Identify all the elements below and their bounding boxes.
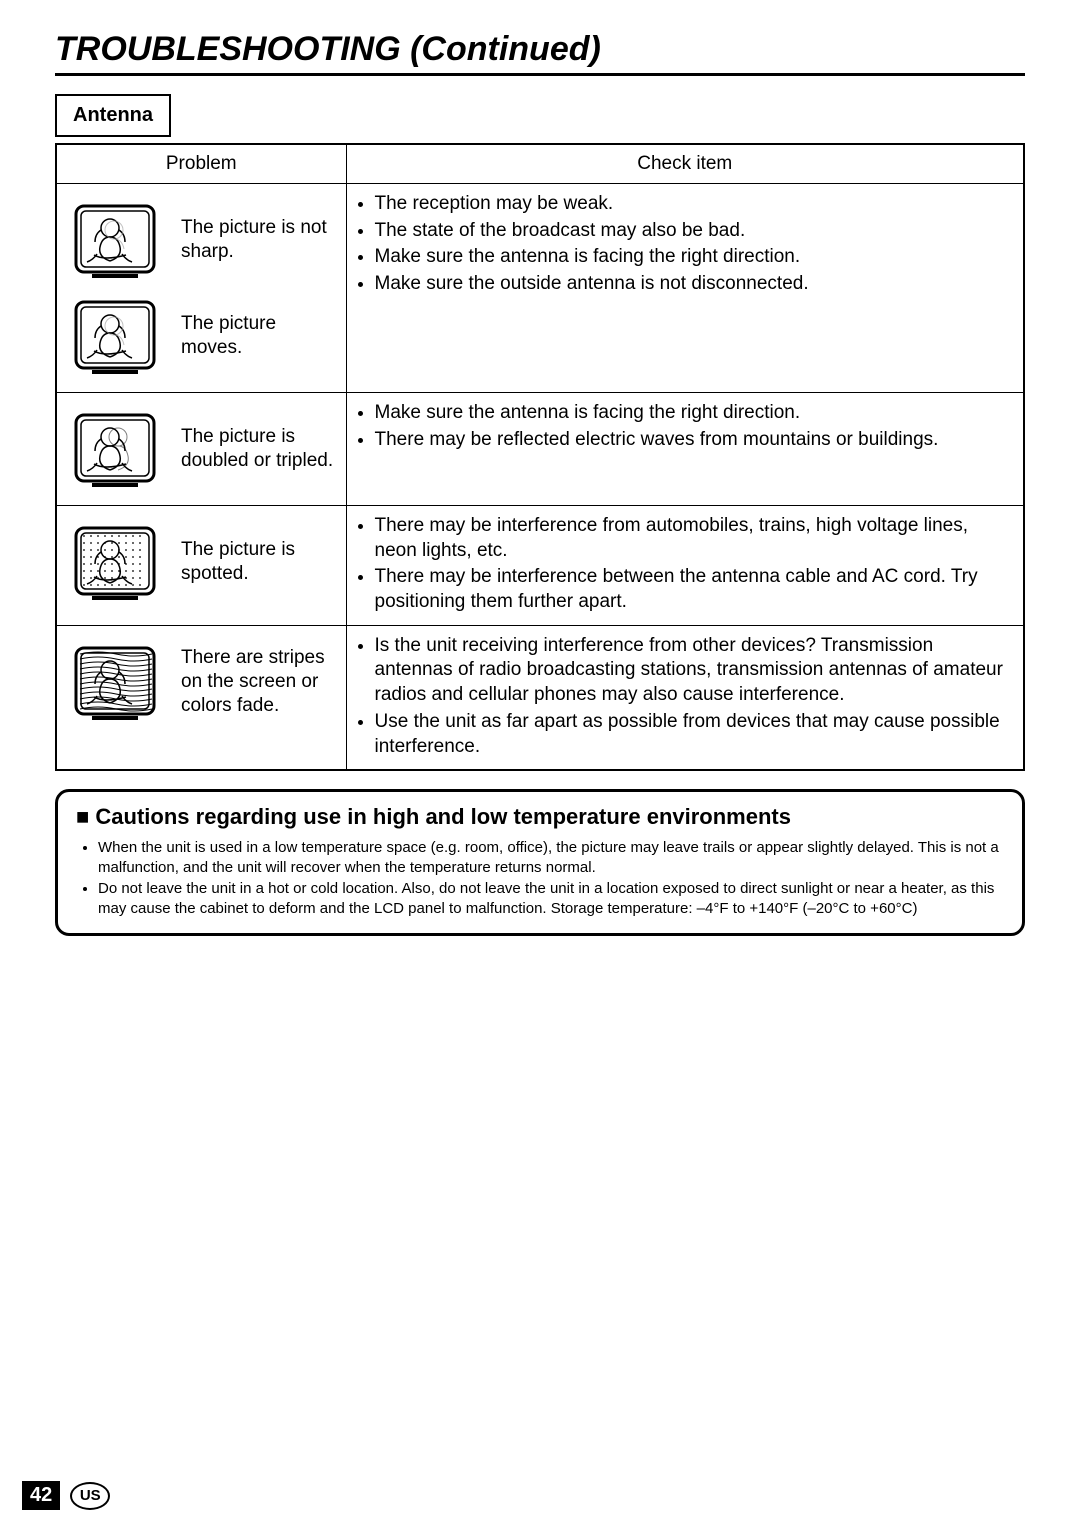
problem-item: The picture is doubled or tripled. <box>67 409 336 489</box>
header-check: Check item <box>346 144 1024 184</box>
problem-item: The picture is not sharp. <box>67 200 336 280</box>
table-row: There are stripes on the screen or color… <box>56 625 1024 770</box>
title-rule <box>55 73 1025 76</box>
check-item: Make sure the antenna is facing the righ… <box>375 245 1012 270</box>
troubleshooting-table: Problem Check item The picture is not sh… <box>55 143 1025 771</box>
header-problem: Problem <box>56 144 346 184</box>
page-title: TROUBLESHOOTING (Continued) <box>55 30 1025 69</box>
problem-text: The picture moves. <box>181 312 336 360</box>
check-item: There may be reflected electric waves fr… <box>375 428 1012 453</box>
check-item: There may be interference from automobil… <box>375 514 1012 563</box>
cautions-title: ■ Cautions regarding use in high and low… <box>76 804 1004 830</box>
problem-cell: The picture is spotted. <box>56 506 346 626</box>
tv-ghost-icon <box>67 409 167 489</box>
bullet-icon: ■ <box>76 804 89 829</box>
problem-cell: The picture is not sharp. The picture mo… <box>56 184 346 393</box>
page-footer: 42 US <box>22 1481 110 1510</box>
cautions-box: ■ Cautions regarding use in high and low… <box>55 789 1025 936</box>
problem-cell: The picture is doubled or tripled. <box>56 393 346 506</box>
check-list: The reception may be weak.The state of t… <box>351 192 1012 297</box>
problem-item: There are stripes on the screen or color… <box>67 642 336 722</box>
problem-item: The picture moves. <box>67 296 336 376</box>
check-item: The state of the broadcast may also be b… <box>375 219 1012 244</box>
check-cell: The reception may be weak.The state of t… <box>346 184 1024 393</box>
problem-text: The picture is doubled or tripled. <box>181 425 336 473</box>
check-cell: Is the unit receiving interference from … <box>346 625 1024 770</box>
cautions-list: When the unit is used in a low temperatu… <box>76 838 1004 919</box>
tv-stripes-icon <box>67 642 167 722</box>
problem-text: The picture is not sharp. <box>181 216 336 264</box>
caution-item: When the unit is used in a low temperatu… <box>98 838 1004 879</box>
caution-item: Do not leave the unit in a hot or cold l… <box>98 879 1004 920</box>
table-row: The picture is not sharp. The picture mo… <box>56 184 1024 393</box>
problem-item: The picture is spotted. <box>67 522 336 602</box>
check-item: There may be interference between the an… <box>375 565 1012 614</box>
check-item: Make sure the outside antenna is not dis… <box>375 272 1012 297</box>
section-label-box: Antenna <box>55 94 171 137</box>
check-cell: Make sure the antenna is facing the righ… <box>346 393 1024 506</box>
problem-text: There are stripes on the screen or color… <box>181 646 336 717</box>
check-item: Make sure the antenna is facing the righ… <box>375 401 1012 426</box>
page-number: 42 <box>22 1481 60 1510</box>
problem-cell: There are stripes on the screen or color… <box>56 625 346 770</box>
check-item: Use the unit as far apart as possible fr… <box>375 710 1012 759</box>
region-badge: US <box>70 1482 110 1510</box>
problem-text: The picture is spotted. <box>181 538 336 586</box>
check-list: There may be interference from automobil… <box>351 514 1012 615</box>
tv-blur-icon <box>67 296 167 376</box>
tv-blur-icon <box>67 200 167 280</box>
table-row: The picture is doubled or tripled. Make s… <box>56 393 1024 506</box>
check-item: The reception may be weak. <box>375 192 1012 217</box>
check-item: Is the unit receiving interference from … <box>375 634 1012 708</box>
cautions-title-text: Cautions regarding use in high and low t… <box>95 804 791 829</box>
manual-page: TROUBLESHOOTING (Continued) Antenna Prob… <box>0 0 1080 1534</box>
check-cell: There may be interference from automobil… <box>346 506 1024 626</box>
tv-dots-icon <box>67 522 167 602</box>
table-row: The picture is spotted. There may be inte… <box>56 506 1024 626</box>
check-list: Is the unit receiving interference from … <box>351 634 1012 759</box>
check-list: Make sure the antenna is facing the righ… <box>351 401 1012 452</box>
